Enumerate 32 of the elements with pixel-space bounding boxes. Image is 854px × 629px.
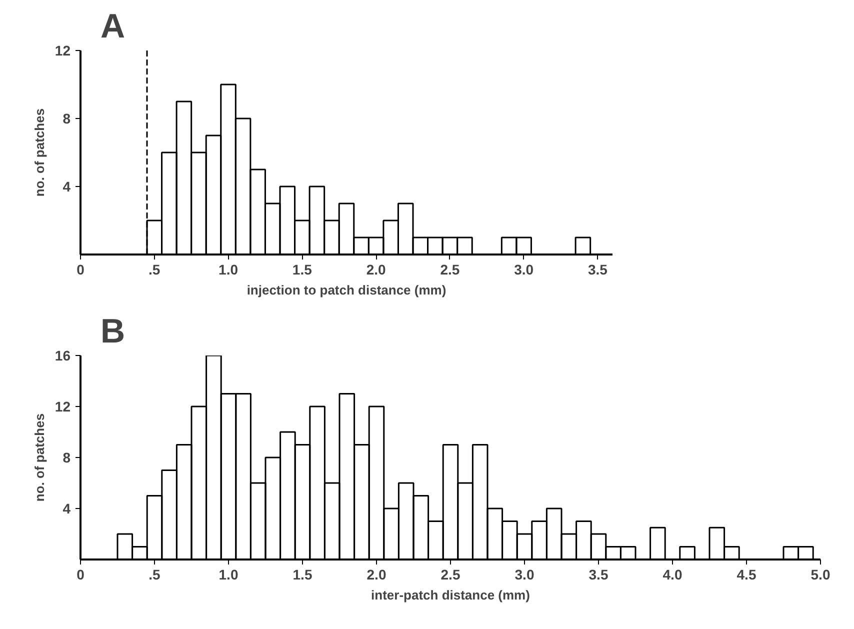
x-tick-label: 3.5 — [588, 262, 608, 278]
x-tick-label: 4.0 — [662, 566, 682, 582]
x-tick-label: 2.5 — [440, 566, 460, 582]
x-tick-label: .5 — [148, 566, 161, 582]
y-tick-label: 8 — [62, 450, 71, 466]
x-tick-label: 1.0 — [218, 262, 238, 278]
x-tick-label: 2.0 — [366, 566, 386, 582]
y-tick-label: 12 — [54, 42, 71, 58]
y-tick-label: 12 — [54, 398, 71, 414]
x-tick-label: 3.0 — [514, 262, 534, 278]
x-tick-label: 4.5 — [736, 566, 756, 582]
x-tick-label: .5 — [148, 262, 160, 278]
x-tick-label: 0 — [76, 566, 85, 582]
x-axis-title: inter-patch distance (mm) — [371, 588, 530, 602]
x-tick-label: 0 — [76, 262, 85, 278]
x-tick-label: 3.0 — [514, 566, 534, 582]
x-tick-label: 2.0 — [366, 262, 386, 278]
chart-title: A — [100, 8, 126, 46]
y-axis-title: no. of patches — [32, 108, 47, 197]
y-tick-label: 4 — [62, 178, 71, 194]
y-tick-label: 16 — [54, 348, 71, 364]
y-tick-label: 8 — [62, 110, 71, 126]
x-tick-label: 2.5 — [440, 262, 460, 278]
x-tick-label: 5.0 — [810, 566, 830, 582]
chart-title: B — [100, 312, 126, 350]
y-axis-title: no. of patches — [32, 413, 47, 502]
x-tick-label: 1.5 — [292, 262, 312, 278]
x-tick-label: 1.5 — [292, 566, 312, 582]
x-tick-label: 1.0 — [218, 566, 238, 582]
y-tick-label: 4 — [62, 500, 71, 516]
x-tick-label: 3.5 — [588, 566, 608, 582]
x-axis-title: injection to patch distance (mm) — [246, 282, 446, 298]
